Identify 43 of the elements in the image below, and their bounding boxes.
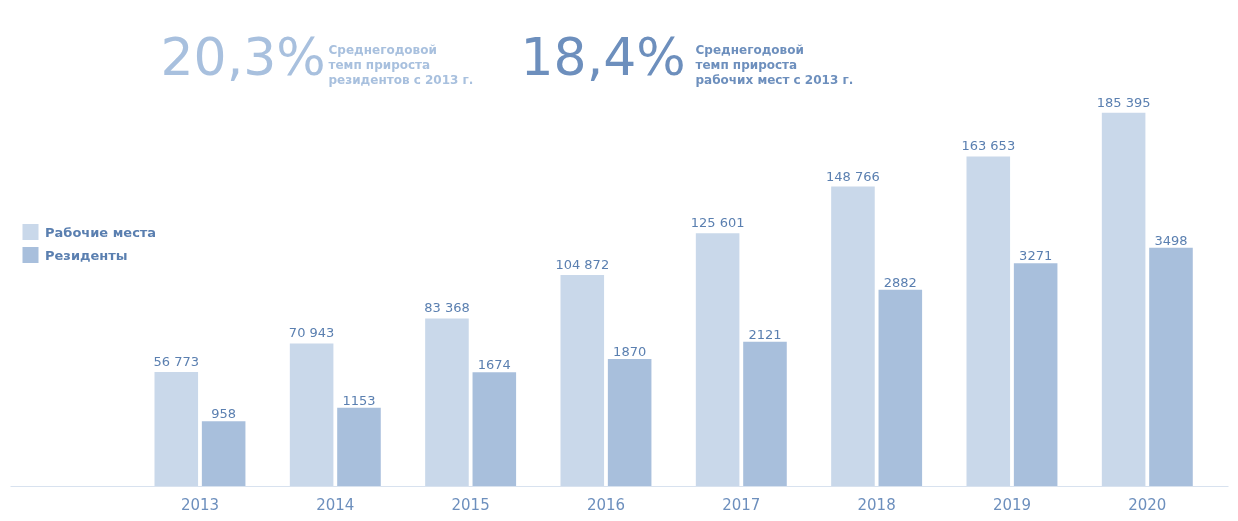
data-label: 83 368 xyxy=(424,300,470,316)
bar xyxy=(831,186,875,487)
x-tick-label: 2018 xyxy=(857,495,896,514)
x-tick-label: 2015 xyxy=(451,495,490,514)
bar xyxy=(1101,112,1146,487)
data-label: 3271 xyxy=(1019,248,1053,264)
x-tick-label: 2014 xyxy=(316,495,355,514)
data-label: 1870 xyxy=(613,343,647,359)
x-tick-label: 2013 xyxy=(180,495,220,514)
data-label: 1674 xyxy=(477,357,511,373)
text: Среднегодовой темп прироста резидентов с 2013 г. xyxy=(328,42,474,87)
data-label: 1153 xyxy=(342,392,376,408)
legend-label: Резиденты xyxy=(45,247,128,262)
bar xyxy=(337,407,381,487)
data-label: 125 601 xyxy=(690,215,745,231)
bar xyxy=(1149,247,1193,487)
text: 20,3% xyxy=(160,26,326,87)
x-tick-label: 2017 xyxy=(722,495,761,514)
data-label: 958 xyxy=(211,406,237,422)
bar xyxy=(425,318,469,487)
data-label: 163 653 xyxy=(961,138,1016,154)
bar xyxy=(607,358,652,487)
data-label: 185 395 xyxy=(1096,94,1151,110)
data-label: 3498 xyxy=(1154,232,1188,248)
data-label: 70 943 xyxy=(288,325,335,341)
bar xyxy=(878,289,923,487)
data-label: 2121 xyxy=(748,326,782,342)
x-tick-label: 2019 xyxy=(992,495,1032,514)
bar xyxy=(743,341,787,487)
text: Среднегодовой темп прироста рабочих мест с 2013 г. xyxy=(695,42,854,87)
data-label: 148 766 xyxy=(826,168,880,184)
bar xyxy=(289,343,334,487)
data-label: 2882 xyxy=(883,274,917,290)
x-tick-label: 2020 xyxy=(1128,495,1167,514)
bar xyxy=(1013,263,1058,487)
data-label: 56 773 xyxy=(153,354,200,370)
text: 18,4% xyxy=(520,26,686,87)
bar xyxy=(472,372,517,487)
x-tick-label: 2016 xyxy=(586,495,626,514)
bar xyxy=(201,421,246,487)
bar xyxy=(695,233,740,487)
legend-label: Рабочие места xyxy=(45,224,157,239)
data-label: 104 872 xyxy=(555,257,610,273)
